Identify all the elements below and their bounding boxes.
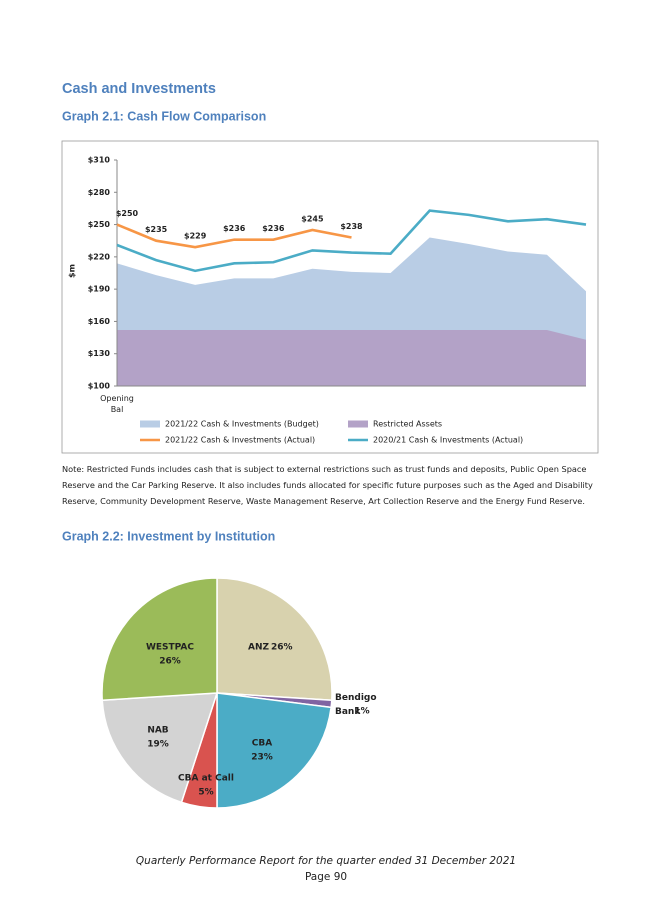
legend-swatch bbox=[140, 420, 160, 428]
y-tick-label: $280 bbox=[88, 188, 111, 197]
y-tick-label: $250 bbox=[88, 220, 111, 229]
y-tick-label: $160 bbox=[88, 317, 111, 326]
data-label: $236 bbox=[223, 224, 246, 233]
y-tick-label: $310 bbox=[88, 156, 111, 165]
x-tick-label: Opening Bal bbox=[100, 394, 134, 414]
legend-label: 2020/21 Cash & Investments (Actual) bbox=[373, 436, 523, 445]
y-tick-label: $190 bbox=[88, 285, 111, 294]
pie-slice bbox=[216, 692, 332, 809]
legend-swatch bbox=[348, 420, 368, 428]
pie-slice bbox=[216, 577, 333, 702]
data-label: $250 bbox=[116, 209, 139, 218]
footer-page: Page 90 bbox=[305, 871, 347, 883]
data-label: $236 bbox=[262, 224, 285, 233]
graph-title: Graph 2.1: Cash Flow Comparison bbox=[62, 109, 266, 123]
data-label: $238 bbox=[340, 222, 363, 231]
note: Note: Restricted Funds includes cash tha… bbox=[62, 464, 593, 506]
pie-value-label: 1% bbox=[354, 707, 369, 717]
legend-label: Restricted Assets bbox=[373, 420, 442, 429]
pie-value-label: 5% bbox=[198, 788, 213, 798]
pie-label: Bendigo Bank bbox=[335, 693, 377, 717]
y-tick-label: $130 bbox=[88, 349, 111, 358]
pie-label: WESTPAC bbox=[146, 643, 194, 653]
y-tick-label: $220 bbox=[88, 252, 111, 261]
pie-value-label: 26% bbox=[271, 643, 293, 653]
area bbox=[117, 330, 586, 386]
line bbox=[116, 209, 587, 273]
pie-label: CBA bbox=[252, 739, 272, 749]
data-label: $235 bbox=[145, 225, 168, 234]
pie-value-label: 19% bbox=[147, 740, 169, 750]
pie-slice bbox=[101, 577, 218, 702]
data-label: $245 bbox=[301, 214, 324, 223]
line bbox=[116, 223, 352, 249]
legend-label: 2021/22 Cash & Investments (Budget) bbox=[165, 420, 319, 429]
pie-label: CBA at Call bbox=[178, 774, 234, 784]
graph-title: Graph 2.2: Investment by Institution bbox=[62, 529, 275, 543]
pie-value-label: 26% bbox=[159, 657, 181, 667]
legend-label: 2021/22 Cash & Investments (Actual) bbox=[165, 436, 315, 445]
pie-label: NAB bbox=[147, 726, 168, 736]
pie-slice bbox=[101, 692, 219, 804]
data-label: $229 bbox=[184, 232, 207, 241]
y-axis-label: $m bbox=[68, 264, 77, 278]
pie-label: ANZ bbox=[248, 643, 269, 653]
footer-report: Quarterly Performance Report for the qua… bbox=[136, 855, 516, 867]
pie-value-label: 23% bbox=[251, 753, 273, 763]
y-tick-label: $100 bbox=[88, 382, 111, 391]
page-title: Cash and Investments bbox=[62, 81, 216, 97]
